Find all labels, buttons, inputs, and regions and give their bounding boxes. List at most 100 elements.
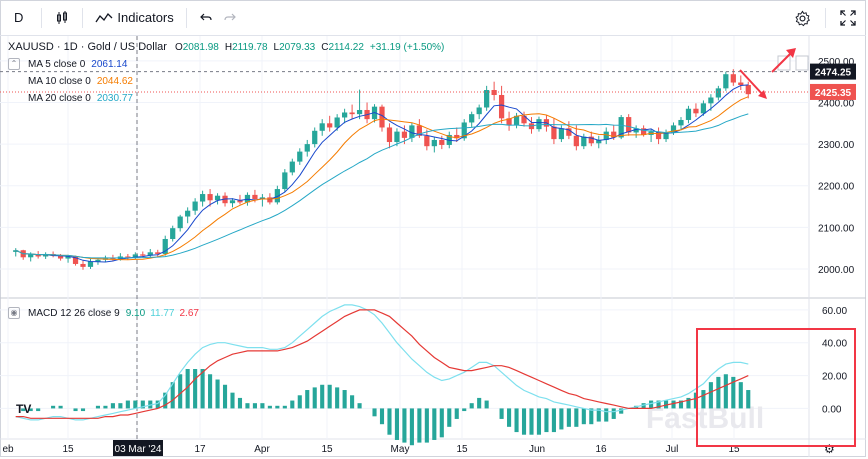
x-tick-label: Jun (529, 444, 545, 455)
candles-icon (57, 10, 68, 24)
last-price-label: 2474.25 (815, 68, 852, 79)
candle-body (461, 122, 467, 139)
ma-label: MA 5 close 0 (28, 58, 86, 70)
top-toolbar: D Indicators (0, 0, 866, 36)
y-tick-label: 2300.00 (818, 140, 855, 151)
candle-body (633, 128, 639, 133)
x-tick-label: 15 (62, 444, 74, 455)
candle-body (319, 123, 325, 131)
candle-body (558, 128, 565, 140)
collapse-icon[interactable]: ⌃ (8, 58, 20, 70)
candle-body (125, 256, 131, 258)
visibility-toggle-icon[interactable]: ◉ (8, 307, 20, 319)
ma-label: MA 10 close 0 (28, 75, 91, 87)
candle-body (244, 194, 251, 203)
cursor-date-box (113, 440, 163, 456)
settings-gear-icon: ⚙ (824, 442, 835, 456)
indicators-icon (95, 12, 113, 22)
close-price-box (810, 83, 856, 100)
candle-body (162, 238, 168, 254)
candle-body (513, 115, 520, 126)
y-tick-label: 2500.00 (818, 57, 855, 68)
macd-y-tick-label: 40.00 (822, 339, 847, 350)
ma-value: 2044.62 (96, 75, 133, 87)
candle-body (267, 197, 273, 203)
candle-body (87, 261, 94, 267)
undo-button[interactable] (191, 0, 221, 36)
macd-layer (15, 304, 751, 446)
candle-body (140, 254, 146, 256)
candle-body (110, 258, 116, 260)
candle-body (132, 254, 138, 258)
candle-body (207, 194, 213, 201)
ohlc-key: C (321, 41, 329, 53)
ohlc-value: 2081.98 (182, 41, 219, 53)
y-tick-label: 2400.00 (818, 99, 855, 110)
fullscreen-icon[interactable] (840, 10, 856, 26)
ma-legend-row: MA 10 close 0 2044.62 (8, 73, 133, 89)
undo-icon (199, 13, 212, 20)
candle-body (312, 130, 318, 145)
candle-body (596, 139, 602, 144)
candle-body (80, 263, 86, 267)
moving-average-lines (15, 84, 749, 263)
toolbar-divider (825, 8, 826, 28)
x-tick-label: May (391, 444, 410, 455)
candle-body (349, 112, 355, 115)
ohlc-value: 2119.78 (232, 41, 268, 53)
indicators-button[interactable]: Indicators (87, 0, 181, 36)
candle-body (297, 151, 303, 162)
candle-body (289, 161, 295, 173)
candle-body (394, 131, 400, 143)
candle-body (678, 119, 684, 126)
x-tick-label: Apr (254, 444, 270, 455)
candle-body (424, 135, 430, 147)
redo-button[interactable] (221, 0, 245, 36)
ohlc-key: L (273, 41, 280, 53)
candle-body (386, 127, 393, 143)
candle-body (723, 74, 729, 89)
candle-body (334, 117, 340, 128)
highlight-box (696, 328, 856, 447)
candle-body (506, 118, 512, 126)
gear-icon[interactable] (794, 10, 811, 27)
candle-body (259, 197, 266, 200)
candle-body (670, 125, 677, 133)
x-tick-label: 03 Mar '24 (115, 444, 162, 455)
candle-body (521, 115, 527, 124)
candle-body (214, 195, 221, 201)
candle-body (431, 139, 437, 147)
candle-body (13, 250, 19, 252)
interval-button[interactable]: D (0, 0, 37, 36)
candle-body (708, 97, 714, 104)
candle-body (57, 255, 64, 259)
candle-body (454, 134, 460, 139)
candle-body (484, 90, 490, 108)
x-tick-label: 15 (321, 444, 333, 455)
toolbar-divider (41, 7, 43, 28)
ma-10-line (15, 96, 749, 261)
candle-body (611, 131, 617, 138)
chart-type-button[interactable] (46, 0, 78, 36)
candle-body (566, 128, 572, 136)
macd-signal-value: 2.67 (179, 307, 199, 319)
symbol-title: XAUUSD · 1D · Gold / US Dollar (8, 41, 167, 53)
x-tick-label: Jul (666, 444, 679, 455)
candle-body (536, 119, 542, 130)
candle-body (35, 254, 41, 257)
candle-body (401, 131, 408, 138)
up-arrow-line (771, 51, 793, 73)
macd-line-value: 11.77 (150, 307, 175, 319)
ohlc-value: 2079.33 (279, 41, 316, 53)
ma-legend-row: MA 20 close 0 2030.77 (8, 90, 133, 106)
toolbar-right (794, 0, 856, 36)
up-arrow-head (786, 48, 796, 58)
candle-body (700, 103, 707, 114)
macd-y-tick-label: 0.00 (822, 404, 842, 415)
candle-body (618, 117, 624, 138)
tradingview-logo: TV (16, 402, 31, 416)
reset-button (795, 55, 809, 71)
candle-body (469, 114, 475, 123)
candle-body (738, 82, 744, 86)
